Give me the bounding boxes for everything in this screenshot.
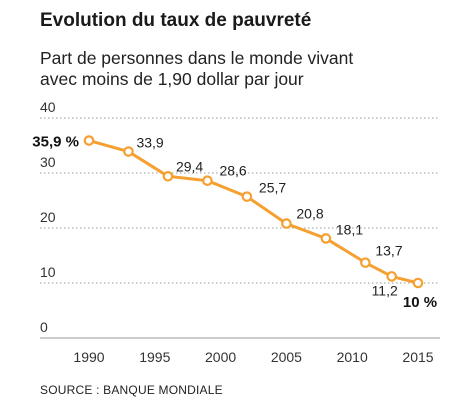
- data-point: [241, 191, 253, 202]
- y-tick-label: 30: [40, 154, 56, 170]
- data-point: [123, 146, 134, 157]
- data-point: [202, 175, 213, 186]
- data-label: 18,1: [336, 221, 363, 237]
- x-tick-label: 2000: [205, 349, 236, 365]
- y-axis-ticks: 0 10 20 30 40: [40, 99, 56, 335]
- data-label: 20,8: [296, 206, 323, 222]
- x-axis-ticks: 1990 1995 2000 2005 2010 2015: [73, 349, 433, 365]
- data-label: 11,2: [372, 282, 398, 298]
- y-tick-label: 0: [40, 319, 48, 335]
- y-tick-label: 10: [40, 264, 56, 280]
- subtitle-line-1: Part de personnes dans le monde vivant: [40, 48, 354, 68]
- y-tick-label: 40: [40, 99, 56, 115]
- data-point: [412, 277, 424, 289]
- x-tick-label: 2015: [402, 349, 433, 365]
- series-line: [87, 139, 420, 285]
- data-label: 28,6: [219, 163, 246, 179]
- x-tick-label: 2010: [337, 349, 368, 365]
- data-points: [83, 135, 424, 289]
- data-point: [281, 218, 292, 229]
- chart-title: Evolution du taux de pauvreté: [40, 10, 312, 31]
- data-point: [360, 257, 371, 268]
- x-tick-label: 1990: [73, 349, 104, 365]
- data-label: 10 %: [403, 294, 437, 311]
- x-tick-label: 2005: [271, 349, 302, 365]
- data-point: [162, 171, 174, 182]
- x-tick-label: 1995: [139, 349, 170, 365]
- data-label: 13,7: [375, 243, 402, 259]
- chart-subtitle: Part de personnes dans le monde vivant a…: [40, 48, 460, 90]
- subtitle-line-2: avec moins de 1,90 dollar par jour: [40, 69, 304, 89]
- data-label: 33,9: [136, 135, 163, 151]
- data-label: 35,9 %: [32, 134, 79, 151]
- data-label: 29,4: [176, 158, 203, 174]
- data-label: 25,7: [259, 180, 286, 196]
- data-point: [386, 271, 397, 282]
- data-labels: 35,9 % 33,9 29,4 28,6 25,7 20,8 18,1 13,7 11,2 10…: [32, 134, 437, 311]
- series-line-layer: [87, 139, 420, 285]
- y-tick-label: 20: [40, 209, 56, 225]
- data-point: [320, 233, 332, 244]
- grid-lines: [40, 117, 440, 339]
- data-point: [83, 135, 95, 146]
- source-note: SOURCE : BANQUE MONDIALE: [40, 383, 223, 397]
